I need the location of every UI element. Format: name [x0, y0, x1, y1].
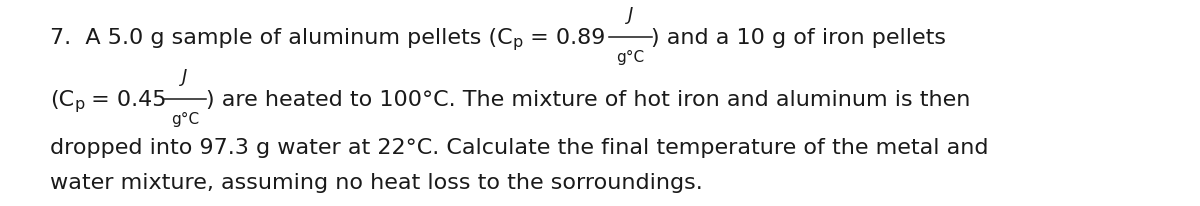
- Text: J: J: [628, 6, 634, 24]
- Text: ) and a 10 g of iron pellets: ) and a 10 g of iron pellets: [652, 28, 947, 48]
- Text: g°C: g°C: [617, 50, 644, 65]
- Text: = 0.45: = 0.45: [84, 90, 167, 109]
- Text: g°C: g°C: [170, 111, 199, 126]
- Text: = 0.89: = 0.89: [523, 28, 612, 48]
- Text: p: p: [74, 97, 84, 112]
- Text: p: p: [512, 35, 523, 50]
- Text: ) are heated to 100°C. The mixture of hot iron and aluminum is then: ) are heated to 100°C. The mixture of ho…: [206, 90, 971, 109]
- Text: dropped into 97.3 g water at 22°C. Calculate the final temperature of the metal : dropped into 97.3 g water at 22°C. Calcu…: [50, 137, 989, 157]
- Text: (C: (C: [50, 90, 74, 109]
- Text: 7.  A 5.0 g sample of aluminum pellets (C: 7. A 5.0 g sample of aluminum pellets (C: [50, 28, 512, 48]
- Text: water mixture, assuming no heat loss to the sorroundings.: water mixture, assuming no heat loss to …: [50, 172, 703, 192]
- Text: J: J: [182, 68, 187, 85]
